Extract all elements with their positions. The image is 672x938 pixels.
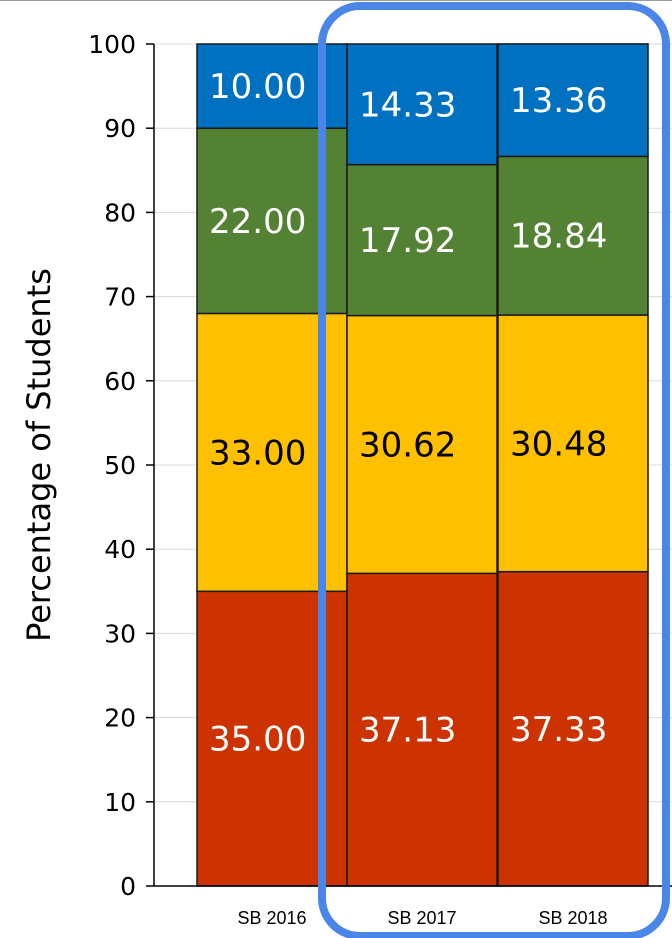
- data-label: 33.00: [209, 433, 306, 473]
- data-label: 22.00: [209, 202, 306, 242]
- y-tick-label: 70: [104, 283, 136, 312]
- y-tick-label: 90: [104, 114, 136, 143]
- x-tick-label: SB 2018: [538, 908, 607, 928]
- y-tick-label: 80: [104, 198, 136, 227]
- y-tick-label: 10: [104, 788, 136, 817]
- plot-layer: 35.00 33.00 22.00 10.00 37.13 30.62 17.92 14.33…: [153, 43, 672, 887]
- x-tick-label: SB 2016: [237, 908, 306, 928]
- top-border: [0, 0, 672, 1]
- data-label: 17.92: [359, 221, 456, 261]
- y-tick-label: 100: [88, 30, 136, 59]
- data-label: 35.00: [209, 720, 306, 760]
- data-label: 37.13: [359, 711, 456, 751]
- data-label: 14.33: [359, 85, 456, 125]
- bar-segment: [497, 43, 649, 158]
- y-axis-label: Percentage of Students: [20, 268, 58, 642]
- y-tick-label: 20: [104, 704, 136, 733]
- data-label: 30.62: [359, 425, 456, 465]
- bar-segment: [497, 570, 649, 887]
- data-label: 10.00: [209, 67, 306, 107]
- data-label: 13.36: [510, 81, 607, 121]
- y-tick-label: 60: [104, 367, 136, 396]
- y-tick-label: 40: [104, 535, 136, 564]
- bar-segment: [346, 572, 498, 887]
- bar-segment: [346, 163, 498, 317]
- data-label: 30.48: [510, 424, 607, 464]
- y-tick-label: 30: [104, 619, 136, 648]
- data-label: 18.84: [510, 217, 607, 257]
- x-tick-label: SB 2017: [387, 908, 456, 928]
- y-tick-label: 0: [120, 872, 136, 901]
- highlight-box: [318, 2, 670, 938]
- bar-segment: [346, 43, 498, 166]
- data-label: 37.33: [510, 710, 607, 750]
- y-tick-label: 50: [104, 451, 136, 480]
- bar-segment: [497, 155, 649, 316]
